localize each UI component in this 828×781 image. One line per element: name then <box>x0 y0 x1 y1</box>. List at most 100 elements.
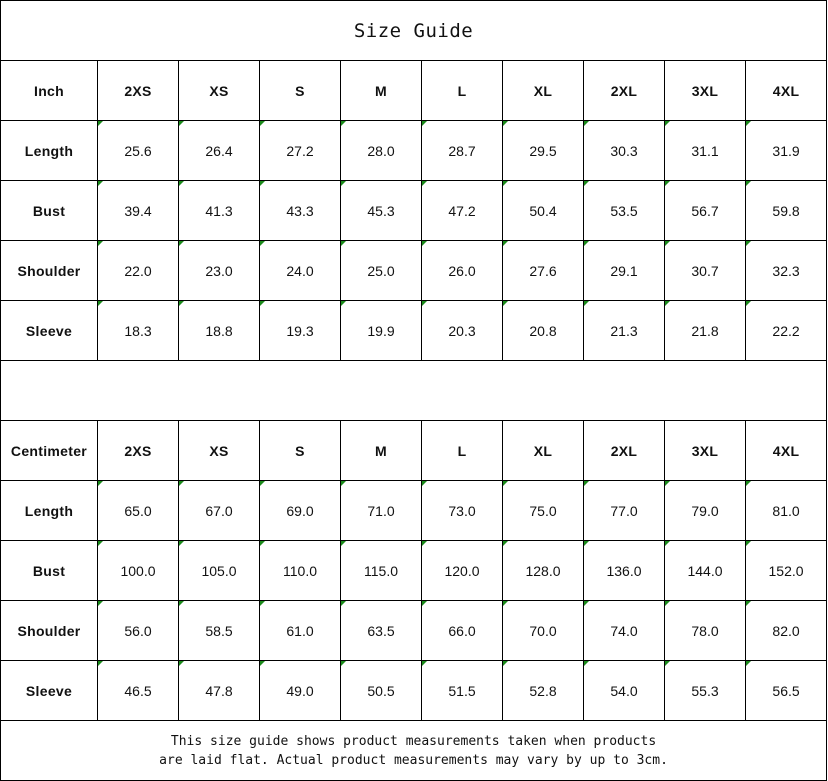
measurement-cell: 56.0 <box>97 600 179 661</box>
row-label: Shoulder <box>0 600 98 661</box>
size-header: 3XL <box>664 60 746 121</box>
size-header: XS <box>178 60 260 121</box>
size-header: 4XL <box>744 60 828 121</box>
size-header: S <box>259 420 341 481</box>
measurement-cell: 51.5 <box>421 660 503 721</box>
measurement-cell: 110.0 <box>259 540 341 601</box>
spacer-row <box>0 360 828 421</box>
table-row: Shoulder 22.0 23.0 24.0 25.0 26.0 27.6 29.1 30.7… <box>0 240 828 301</box>
size-header: XS <box>178 420 260 481</box>
measurement-cell: 71.0 <box>340 480 422 541</box>
measurement-cell: 19.9 <box>340 300 422 361</box>
measurement-cell: 81.0 <box>744 480 828 541</box>
measurement-cell: 74.0 <box>583 600 665 661</box>
size-note: This size guide shows product measuremen… <box>0 720 828 781</box>
measurement-cell: 26.4 <box>178 120 260 181</box>
measurement-cell: 26.0 <box>421 240 503 301</box>
measurement-cell: 23.0 <box>178 240 260 301</box>
table-row: Length 65.0 67.0 69.0 71.0 73.0 75.0 77.0 79.0 81… <box>0 480 828 541</box>
table-row: Shoulder 56.0 58.5 61.0 63.5 66.0 70.0 74.0 78.0… <box>0 600 828 661</box>
table-row: Bust 100.0 105.0 110.0 115.0 120.0 128.0 136.0 1… <box>0 540 828 601</box>
size-header: M <box>340 60 422 121</box>
measurement-cell: 56.5 <box>744 660 828 721</box>
measurement-cell: 152.0 <box>744 540 828 601</box>
size-header: 3XL <box>664 420 746 481</box>
measurement-cell: 53.5 <box>583 180 665 241</box>
measurement-cell: 28.7 <box>421 120 503 181</box>
measurement-cell: 78.0 <box>664 600 746 661</box>
note-row: This size guide shows product measuremen… <box>0 720 828 781</box>
measurement-cell: 18.8 <box>178 300 260 361</box>
measurement-cell: 41.3 <box>178 180 260 241</box>
measurement-cell: 59.8 <box>744 180 828 241</box>
measurement-cell: 50.5 <box>340 660 422 721</box>
measurement-cell: 39.4 <box>97 180 179 241</box>
size-header: L <box>421 420 503 481</box>
measurement-cell: 58.5 <box>178 600 260 661</box>
unit-header: Inch <box>0 60 98 121</box>
measurement-cell: 73.0 <box>421 480 503 541</box>
measurement-cell: 65.0 <box>97 480 179 541</box>
measurement-cell: 66.0 <box>421 600 503 661</box>
size-header: XL <box>502 60 584 121</box>
row-label: Shoulder <box>0 240 98 301</box>
spacer-cell <box>0 360 828 421</box>
note-line-1: This size guide shows product measuremen… <box>170 733 657 749</box>
measurement-cell: 21.8 <box>664 300 746 361</box>
measurement-cell: 136.0 <box>583 540 665 601</box>
table-row: Sleeve 18.3 18.8 19.3 19.9 20.3 20.8 21.3 21.8 22… <box>0 300 828 361</box>
size-header: 4XL <box>744 420 828 481</box>
table-row: Sleeve 46.5 47.8 49.0 50.5 51.5 52.8 54.0 55.3 56… <box>0 660 828 721</box>
measurement-cell: 79.0 <box>664 480 746 541</box>
size-header: 2XS <box>97 60 179 121</box>
measurement-cell: 30.7 <box>664 240 746 301</box>
size-header: 2XS <box>97 420 179 481</box>
measurement-cell: 22.2 <box>744 300 828 361</box>
measurement-cell: 77.0 <box>583 480 665 541</box>
row-label: Bust <box>0 180 98 241</box>
measurement-cell: 115.0 <box>340 540 422 601</box>
page-title: Size Guide <box>0 0 828 61</box>
table-row: Length 25.6 26.4 27.2 28.0 28.7 29.5 30.3 31.1 31… <box>0 120 828 181</box>
measurement-cell: 28.0 <box>340 120 422 181</box>
size-header: L <box>421 60 503 121</box>
measurement-cell: 25.0 <box>340 240 422 301</box>
measurement-cell: 61.0 <box>259 600 341 661</box>
measurement-cell: 100.0 <box>97 540 179 601</box>
title-row: Size Guide <box>0 0 828 61</box>
header-row: Centimeter 2XS XS S M L XL 2XL 3XL 4XL <box>0 420 828 481</box>
measurement-cell: 27.6 <box>502 240 584 301</box>
row-label: Sleeve <box>0 660 98 721</box>
measurement-cell: 144.0 <box>664 540 746 601</box>
row-label: Bust <box>0 540 98 601</box>
size-header: M <box>340 420 422 481</box>
measurement-cell: 25.6 <box>97 120 179 181</box>
measurement-cell: 54.0 <box>583 660 665 721</box>
size-header: XL <box>502 420 584 481</box>
table-row: Bust 39.4 41.3 43.3 45.3 47.2 50.4 53.5 56.7 59.8 <box>0 180 828 241</box>
measurement-cell: 52.8 <box>502 660 584 721</box>
measurement-cell: 31.9 <box>744 120 828 181</box>
unit-header: Centimeter <box>0 420 98 481</box>
size-header: S <box>259 60 341 121</box>
measurement-cell: 69.0 <box>259 480 341 541</box>
measurement-cell: 43.3 <box>259 180 341 241</box>
measurement-cell: 21.3 <box>583 300 665 361</box>
measurement-cell: 29.5 <box>502 120 584 181</box>
measurement-cell: 46.5 <box>97 660 179 721</box>
row-label: Length <box>0 120 98 181</box>
measurement-cell: 56.7 <box>664 180 746 241</box>
header-row: Inch 2XS XS S M L XL 2XL 3XL 4XL <box>0 60 828 121</box>
measurement-cell: 19.3 <box>259 300 341 361</box>
measurement-cell: 32.3 <box>744 240 828 301</box>
measurement-cell: 22.0 <box>97 240 179 301</box>
measurement-cell: 20.8 <box>502 300 584 361</box>
measurement-cell: 120.0 <box>421 540 503 601</box>
note-line-2: are laid flat. Actual product measuremen… <box>159 752 668 768</box>
measurement-cell: 50.4 <box>502 180 584 241</box>
measurement-cell: 105.0 <box>178 540 260 601</box>
measurement-cell: 55.3 <box>664 660 746 721</box>
measurement-cell: 49.0 <box>259 660 341 721</box>
measurement-cell: 47.8 <box>178 660 260 721</box>
